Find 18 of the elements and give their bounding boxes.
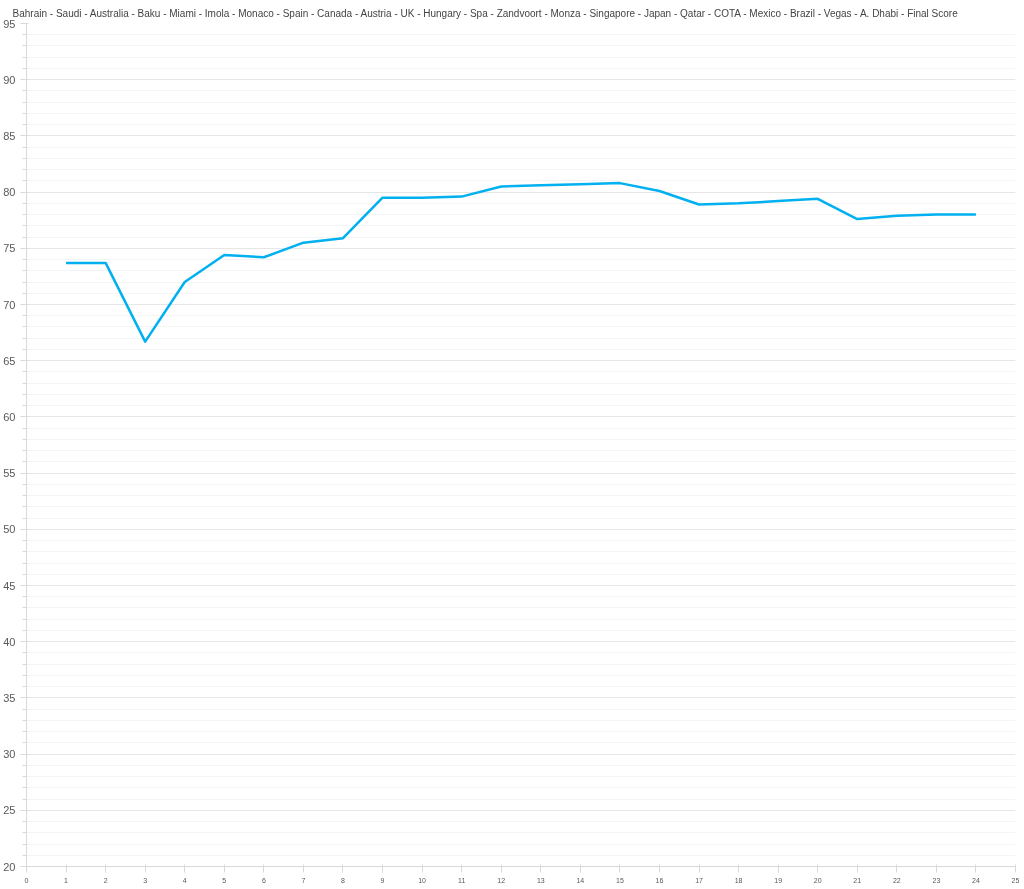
line-series xyxy=(64,181,978,343)
y-tick-label: 90 xyxy=(3,73,16,86)
y-tick-label: 30 xyxy=(3,748,16,761)
y-tick-label: 40 xyxy=(3,635,16,648)
y-tick-label: 80 xyxy=(3,186,16,199)
y-tick-label: 70 xyxy=(3,298,16,311)
y-tick-label: 35 xyxy=(3,691,16,704)
y-tick-label: 95 xyxy=(3,17,16,30)
y-tick-label: 85 xyxy=(3,129,16,142)
y-tick-label: 65 xyxy=(3,354,16,367)
chart-title: Bahrain - Saudi - Australia - Baku - Miami - Imola - Monaco - Spain - Canada - Austria - UK - Hungary - Spa - Zandvoort - Monza - Singapore - Japan - Qatar - COTA - Mexico - Brazil - Vegas - A. Dhabi - Final Score xyxy=(12,7,959,19)
y-tick-label: 45 xyxy=(3,579,16,592)
y-tick-label: 25 xyxy=(3,804,16,817)
y-tick-label: 75 xyxy=(3,242,16,255)
y-tick-label: 20 xyxy=(3,860,16,873)
y-tick-label: 55 xyxy=(3,467,16,480)
y-tick-label: 60 xyxy=(3,410,16,423)
y-tick-label: 50 xyxy=(3,523,16,536)
